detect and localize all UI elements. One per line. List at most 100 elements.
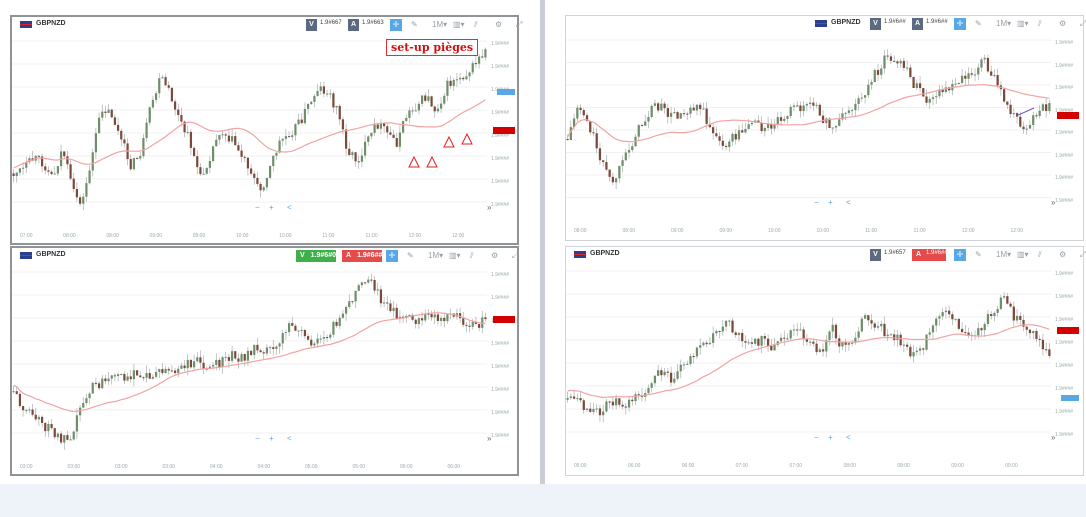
price-chart[interactable]	[566, 263, 1081, 457]
zoom-in-button[interactable]: +	[828, 433, 833, 442]
crosshair-icon[interactable]: ✛	[954, 249, 966, 261]
candle	[905, 67, 909, 69]
zoom-in-button[interactable]: +	[269, 434, 274, 443]
bid-price-badge	[497, 89, 515, 95]
candle	[808, 341, 812, 343]
candle	[395, 138, 398, 147]
sell-price: 1.9#6##	[884, 19, 906, 25]
crosshair-icon[interactable]: ✛	[390, 19, 402, 31]
zoom-out-button[interactable]: −	[255, 203, 260, 212]
candle	[433, 106, 436, 112]
candle	[880, 68, 883, 75]
drawing-icon[interactable]: ✎	[975, 250, 982, 259]
timeframe-icon[interactable]: 1M▾	[996, 250, 1012, 259]
candle	[224, 134, 227, 136]
candle	[477, 56, 481, 64]
sell-button[interactable]: V	[306, 19, 317, 31]
candle	[889, 56, 893, 61]
candle	[341, 313, 345, 318]
zoom-out-button[interactable]: −	[814, 198, 819, 207]
candle	[88, 170, 91, 184]
candle	[757, 338, 760, 346]
candle	[395, 307, 398, 319]
y-tick-label: 1.9####	[1055, 130, 1074, 136]
buy-button[interactable]: A	[912, 18, 923, 30]
settings-icon[interactable]: ⚙	[495, 20, 503, 29]
price-chart[interactable]	[12, 33, 517, 227]
candle	[922, 348, 925, 350]
candle	[918, 348, 922, 351]
drawing-icon[interactable]: ✎	[411, 20, 418, 29]
chart-type-icon[interactable]: ▥▾	[1017, 19, 1029, 28]
buy-button[interactable]: A	[348, 19, 359, 31]
drawing-icon[interactable]: ✎	[975, 19, 982, 28]
candle	[582, 110, 585, 116]
buy-price: 1.9#6##0	[357, 252, 387, 259]
buy-button[interactable]: A	[912, 249, 946, 261]
candle	[37, 155, 41, 157]
indicator-icon[interactable]: ⫽	[470, 251, 474, 260]
candle	[592, 409, 595, 412]
indicator-icon[interactable]: ⫽	[1038, 19, 1042, 28]
settings-icon[interactable]: ⚙	[1059, 19, 1067, 28]
candle	[56, 166, 60, 174]
expand-icon[interactable]: ⤢	[1080, 250, 1086, 259]
share-icon[interactable]: <	[287, 434, 292, 443]
candle	[405, 117, 408, 122]
candle	[948, 310, 951, 315]
candle	[202, 362, 205, 369]
timeframe-icon[interactable]: 1M▾	[996, 19, 1012, 28]
drawing-icon[interactable]: ✎	[407, 251, 414, 260]
candle	[799, 105, 802, 112]
candle	[471, 321, 474, 327]
candle	[724, 320, 728, 327]
candle	[28, 409, 31, 411]
candle	[970, 73, 973, 75]
zoom-out-button[interactable]: −	[255, 434, 260, 443]
expand-icon[interactable]: ⤢	[1080, 19, 1086, 28]
crosshair-icon[interactable]: ✛	[954, 18, 966, 30]
timeframe-icon[interactable]: 1M▾	[432, 20, 448, 29]
expand-icon[interactable]: ⤢	[516, 20, 523, 29]
price-chart[interactable]	[12, 264, 517, 458]
candle	[831, 324, 834, 332]
scroll-right-button[interactable]: »	[1051, 433, 1056, 442]
zoom-in-button[interactable]: +	[269, 203, 274, 212]
price-chart[interactable]	[566, 32, 1081, 222]
indicator-icon[interactable]: ⫽	[474, 20, 478, 29]
sell-button[interactable]: V	[870, 18, 881, 30]
candle	[477, 323, 481, 328]
buy-button[interactable]: A 1.9#6##0	[342, 250, 386, 262]
expand-icon[interactable]: ⤢	[512, 251, 519, 260]
buy-price: 1.9#6##	[926, 19, 948, 25]
split-divider	[540, 0, 545, 484]
zoom-out-button[interactable]: −	[814, 433, 819, 442]
chart-type-icon[interactable]: ▥▾	[449, 251, 461, 260]
chart-type-icon[interactable]: ▥▾	[453, 20, 465, 29]
settings-icon[interactable]: ⚙	[1059, 250, 1067, 259]
candle	[799, 329, 802, 331]
scroll-right-button[interactable]: »	[487, 434, 492, 443]
candle	[663, 371, 666, 376]
candle	[97, 383, 101, 389]
chart-type-icon[interactable]: ▥▾	[1017, 250, 1029, 259]
crosshair-icon[interactable]: ✛	[386, 250, 398, 262]
share-icon[interactable]: <	[846, 433, 851, 442]
zoom-in-button[interactable]: +	[828, 198, 833, 207]
share-icon[interactable]: <	[287, 203, 292, 212]
sell-price: 1.9#657	[884, 250, 906, 256]
candle	[107, 109, 110, 113]
timeframe-icon[interactable]: 1M▾	[428, 251, 444, 260]
candle	[446, 80, 449, 96]
scroll-right-button[interactable]: »	[1051, 198, 1056, 207]
settings-icon[interactable]: ⚙	[491, 251, 499, 260]
sell-button[interactable]: V	[870, 249, 881, 261]
candle	[208, 161, 212, 168]
moving-average-line	[567, 84, 1050, 143]
trend-line[interactable]	[1015, 107, 1035, 117]
candle	[621, 404, 624, 407]
share-icon[interactable]: <	[846, 198, 851, 207]
sell-button[interactable]: V 1.9#6#0	[296, 250, 336, 262]
scroll-right-button[interactable]: »	[487, 203, 492, 212]
indicator-icon[interactable]: ⫽	[1038, 250, 1042, 259]
